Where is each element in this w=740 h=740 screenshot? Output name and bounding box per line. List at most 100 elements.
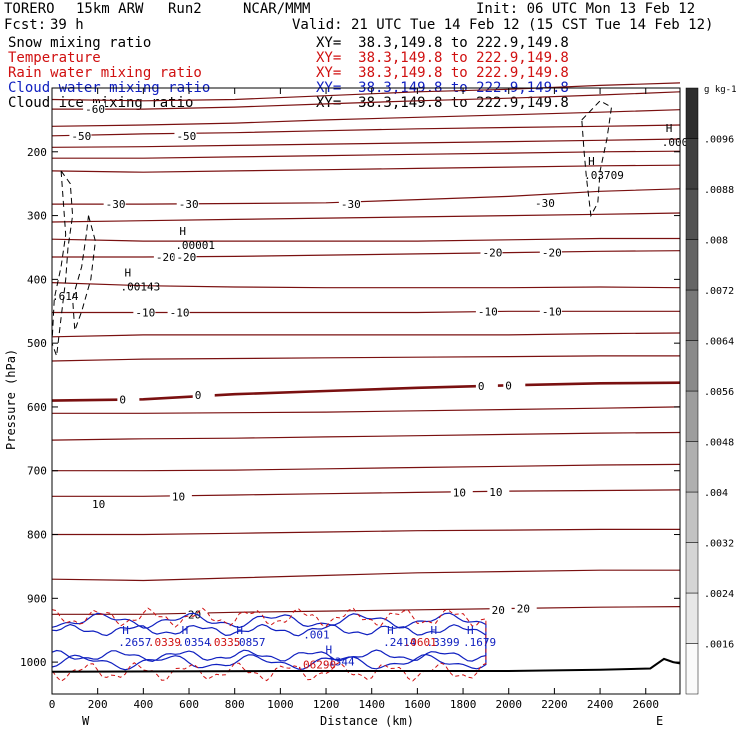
temperature-contour	[51, 282, 681, 289]
ground-line	[51, 657, 681, 673]
temperature-contour	[52, 528, 680, 536]
cloud-water-high-marker: H	[122, 624, 129, 637]
temperature-label: -20	[482, 247, 502, 260]
rain-value-label: .0601	[404, 636, 437, 649]
temperature-label: 10	[92, 498, 105, 511]
temperature-contour	[52, 188, 681, 205]
temperature-contour	[51, 355, 680, 362]
colorbar-tick-label: .0032	[704, 539, 734, 550]
cloud-water-high-marker: H	[236, 624, 243, 637]
colorbar-tick-label: .0048	[704, 438, 734, 449]
temperature-label: -60	[85, 103, 105, 116]
x-tick-label: 2200	[541, 698, 568, 711]
temperature-contour	[51, 82, 681, 102]
colorbar-cell	[685, 289, 699, 341]
temperature-label: -50	[71, 130, 91, 143]
cloud-ice-contour	[581, 100, 613, 218]
temperature-label: -10	[135, 307, 155, 320]
colorbar-tick-label: .0056	[704, 387, 734, 398]
temperature-contour	[51, 569, 680, 582]
contour-label-bg	[192, 388, 215, 401]
colorbar-cell	[685, 188, 699, 240]
y-tick-label: 900	[27, 592, 47, 605]
temperature-contour	[51, 138, 681, 148]
temperature-contour	[52, 250, 681, 258]
max-value-label: .000	[662, 136, 689, 149]
temperature-label: 0	[478, 380, 485, 393]
rain-value-label: .0339	[148, 636, 181, 649]
y-tick-label: 400	[27, 273, 47, 286]
contour-label-bg	[89, 497, 112, 510]
temperature-label: -30	[179, 198, 199, 211]
high-marker: H	[125, 267, 132, 280]
zero-isotherm	[51, 381, 681, 402]
temperature-label: 0	[195, 389, 202, 402]
x-tick-label: 2400	[587, 698, 614, 711]
colorbar-tick-label: .004	[704, 488, 728, 499]
plot-frame	[51, 87, 681, 695]
contour-label-bg	[174, 251, 197, 264]
high-marker: H	[588, 155, 595, 168]
x-tick-label: 400	[133, 698, 153, 711]
end-label-east: E	[656, 714, 664, 728]
max-value-label: .00001	[175, 239, 215, 252]
colorbar-cell	[685, 491, 699, 543]
cloud-water-high-marker: H	[431, 624, 438, 637]
colorbar-tick-label: .0088	[704, 185, 734, 196]
colorbar-cell	[685, 87, 699, 139]
title-run: Run2	[168, 1, 202, 17]
temperature-contour	[51, 431, 681, 441]
contour-label-bg	[475, 305, 498, 318]
cloud-water-high-marker: H	[182, 624, 189, 637]
colorbar-cell	[685, 592, 699, 644]
cloud-ice-contour	[72, 215, 96, 331]
y-axis-label: Pressure (hPa)	[4, 348, 18, 450]
temperature-label: -10	[542, 305, 562, 318]
temperature-label: 10	[172, 490, 185, 503]
contour-label-bg	[480, 246, 503, 259]
colorbar-unit-label: g kg-1	[704, 85, 737, 95]
legend-xy: XY= 38.3,149.8 to 222.9,149.8	[316, 35, 569, 51]
x-tick-label: 0	[49, 698, 56, 711]
cloud-water-value-label: .0354	[178, 636, 211, 649]
temperature-label: -30	[341, 198, 361, 211]
legend-xy: XY= 38.3,149.8 to 222.9,149.8	[316, 50, 569, 66]
temperature-label: 10	[453, 486, 466, 499]
temperature-label: -30	[535, 197, 555, 210]
temperature-label: 20	[188, 608, 201, 621]
title-init: Init: 06 UTC Mon 13 Feb 12	[476, 1, 696, 17]
contour-label-bg	[176, 198, 199, 211]
contour-label-bg	[532, 196, 555, 209]
temperature-contour	[51, 212, 681, 223]
contour-label-bg	[153, 251, 176, 264]
temperature-label: -20	[156, 251, 176, 264]
temperature-label: 20	[492, 604, 505, 617]
rain-water-contour	[51, 607, 487, 682]
contour-label-bg	[167, 306, 190, 319]
title-model: TORERO	[4, 1, 55, 17]
x-tick-label: 800	[225, 698, 245, 711]
colorbar-cell	[685, 138, 699, 190]
x-tick-label: 1200	[313, 698, 340, 711]
cloud-water-value-label: .2657	[118, 636, 151, 649]
y-tick-label: 1000	[20, 656, 47, 669]
temperature-contour	[51, 164, 681, 173]
y-tick-label: 300	[27, 210, 47, 223]
temperature-contour	[51, 332, 681, 338]
cloud-water-value-label: .1679	[463, 636, 496, 649]
cloud-water-value-label: .2414	[383, 636, 416, 649]
x-tick-label: 1600	[404, 698, 431, 711]
temperature-label: -50	[176, 130, 196, 143]
contour-label-bg	[174, 129, 197, 142]
rain-value-label: .06290	[296, 658, 336, 671]
title-resolution: 15km ARW	[76, 1, 144, 17]
contour-label-bg	[117, 393, 140, 406]
colorbar-tick-label: .0072	[704, 286, 734, 297]
temperature-contour	[52, 150, 681, 159]
colorbar-cell	[685, 390, 699, 442]
x-tick-label: 2000	[496, 698, 523, 711]
contour-label-bg	[539, 246, 562, 259]
temperature-label: 20	[517, 603, 530, 616]
max-value-label: .03709	[584, 169, 624, 182]
